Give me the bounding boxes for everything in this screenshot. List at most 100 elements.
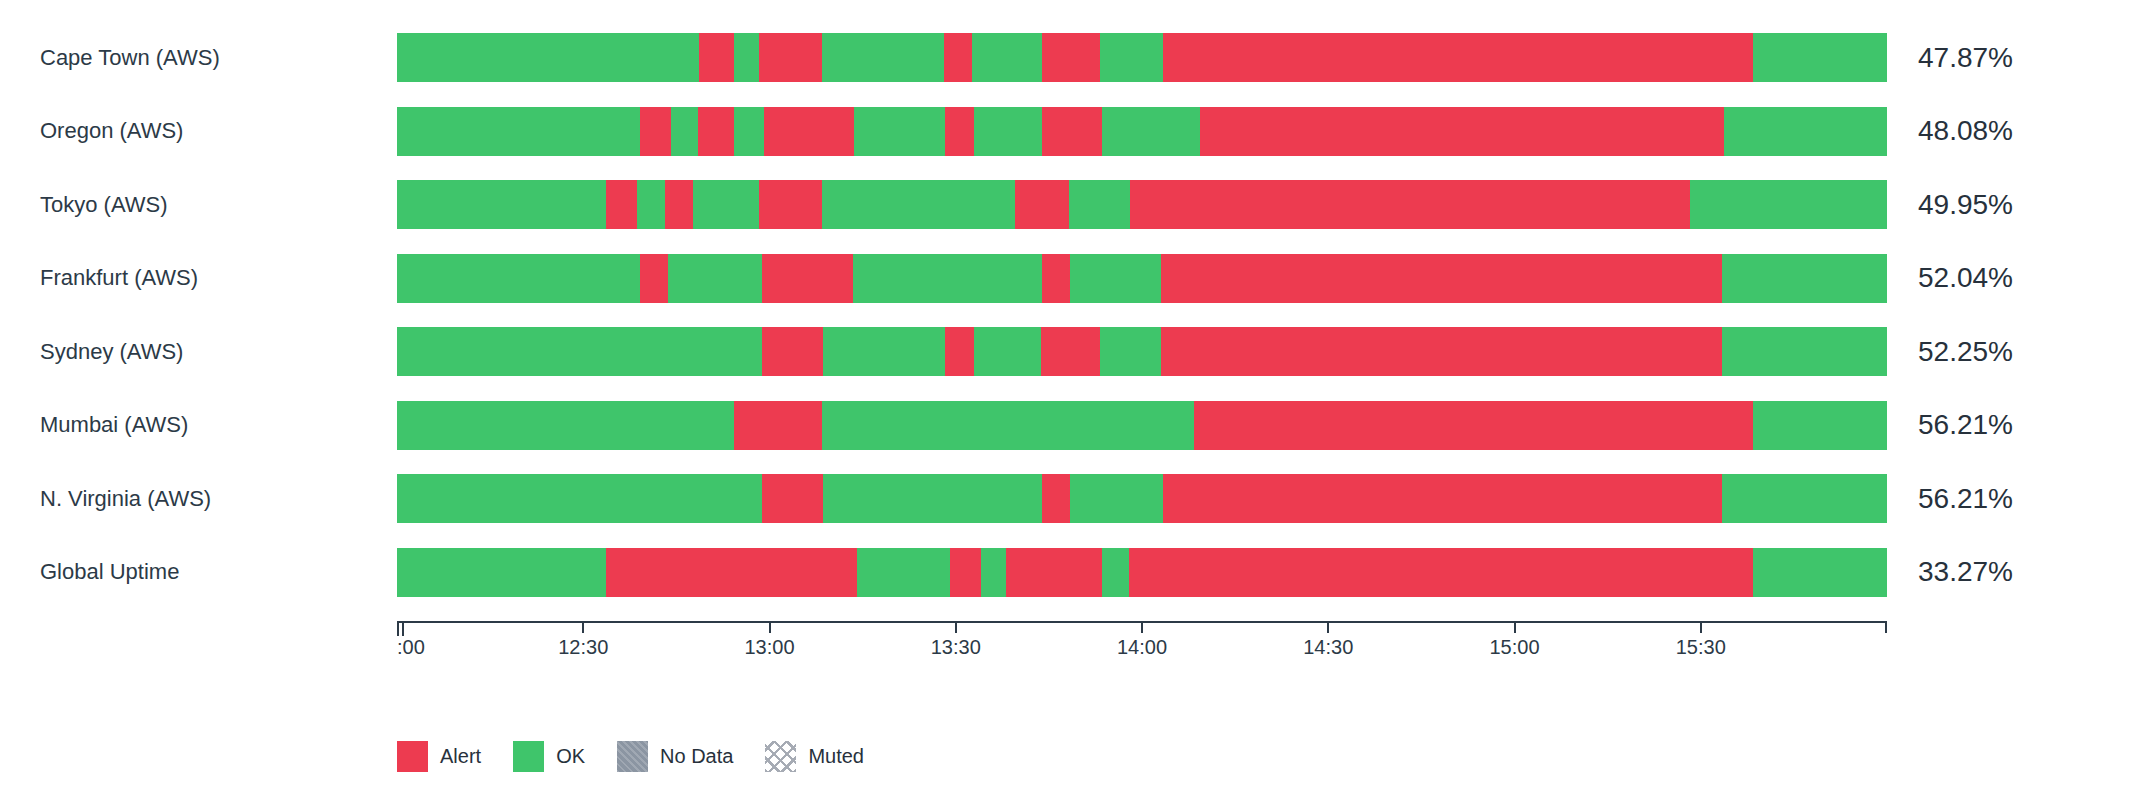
bar-segment-ok[interactable] bbox=[853, 254, 1042, 303]
bar-segment-alert[interactable] bbox=[1042, 107, 1102, 156]
bar-segment-ok[interactable] bbox=[693, 180, 759, 229]
bar-segment-alert[interactable] bbox=[1161, 254, 1721, 303]
bar-segment-alert[interactable] bbox=[945, 327, 973, 376]
bar-segment-ok[interactable] bbox=[1753, 548, 1887, 597]
bar-segment-alert[interactable] bbox=[1041, 327, 1101, 376]
bar-segment-alert[interactable] bbox=[665, 180, 693, 229]
legend-item-ok[interactable]: OK bbox=[513, 741, 585, 772]
bar-segment-alert[interactable] bbox=[759, 33, 822, 82]
bar-segment-alert[interactable] bbox=[945, 107, 973, 156]
bar-segment-alert[interactable] bbox=[1161, 327, 1721, 376]
bar-segment-ok[interactable] bbox=[1722, 474, 1887, 523]
bar-segment-ok[interactable] bbox=[1102, 107, 1200, 156]
bar-segment-alert[interactable] bbox=[759, 180, 822, 229]
status-bar[interactable] bbox=[397, 180, 1887, 229]
status-bar[interactable] bbox=[397, 254, 1887, 303]
ok-swatch-icon bbox=[513, 741, 544, 772]
status-bar[interactable] bbox=[397, 401, 1887, 450]
bar-segment-ok[interactable] bbox=[1070, 254, 1161, 303]
bar-segment-alert[interactable] bbox=[1042, 33, 1100, 82]
bar-segment-ok[interactable] bbox=[397, 401, 734, 450]
bar-segment-ok[interactable] bbox=[734, 107, 764, 156]
bar-segment-alert[interactable] bbox=[950, 548, 981, 597]
status-bar[interactable] bbox=[397, 474, 1887, 523]
bar-segment-ok[interactable] bbox=[1722, 254, 1887, 303]
uptime-percentage: 49.95% bbox=[1887, 180, 2013, 229]
bar-segment-ok[interactable] bbox=[734, 33, 759, 82]
bar-segment-ok[interactable] bbox=[397, 180, 606, 229]
bar-segment-ok[interactable] bbox=[1100, 33, 1163, 82]
bar-segment-alert[interactable] bbox=[1200, 107, 1724, 156]
bar-segment-alert[interactable] bbox=[640, 107, 671, 156]
bar-segment-alert[interactable] bbox=[606, 180, 637, 229]
bar-segment-ok[interactable] bbox=[397, 33, 699, 82]
legend-item-alert[interactable]: Alert bbox=[397, 741, 481, 772]
bar-segment-alert[interactable] bbox=[734, 401, 822, 450]
row-label: Global Uptime bbox=[0, 548, 397, 597]
bar-segment-alert[interactable] bbox=[698, 107, 734, 156]
bar-segment-alert[interactable] bbox=[1042, 254, 1070, 303]
bar-segment-alert[interactable] bbox=[1194, 401, 1753, 450]
bar-segment-alert[interactable] bbox=[1042, 474, 1070, 523]
bar-segment-ok[interactable] bbox=[822, 401, 1195, 450]
bar-segment-ok[interactable] bbox=[823, 327, 945, 376]
bar-segment-alert[interactable] bbox=[1129, 548, 1753, 597]
bar-segment-ok[interactable] bbox=[854, 107, 945, 156]
table-row: Frankfurt (AWS)52.04% bbox=[0, 254, 2134, 303]
row-label: Oregon (AWS) bbox=[0, 107, 397, 156]
bar-segment-ok[interactable] bbox=[972, 33, 1042, 82]
bar-segment-ok[interactable] bbox=[1070, 474, 1162, 523]
bar-segment-ok[interactable] bbox=[974, 327, 1041, 376]
bar-segment-ok[interactable] bbox=[1753, 401, 1887, 450]
bar-segment-ok[interactable] bbox=[671, 107, 698, 156]
bar-segment-alert[interactable] bbox=[1015, 180, 1069, 229]
legend-label: OK bbox=[556, 745, 585, 768]
bar-segment-alert[interactable] bbox=[762, 327, 823, 376]
bar-segment-ok[interactable] bbox=[637, 180, 665, 229]
bar-segment-ok[interactable] bbox=[1102, 548, 1129, 597]
bar-segment-ok[interactable] bbox=[822, 180, 1016, 229]
bar-segment-ok[interactable] bbox=[823, 474, 1042, 523]
bar-segment-ok[interactable] bbox=[397, 254, 640, 303]
bar-segment-alert[interactable] bbox=[1006, 548, 1101, 597]
axis-tick bbox=[1700, 623, 1702, 633]
bar-segment-ok[interactable] bbox=[397, 107, 640, 156]
table-row: Cape Town (AWS)47.87% bbox=[0, 33, 2134, 82]
axis-tick bbox=[582, 623, 584, 633]
bar-segment-alert[interactable] bbox=[944, 33, 972, 82]
bar-segment-alert[interactable] bbox=[762, 254, 853, 303]
bar-segment-ok[interactable] bbox=[1100, 327, 1161, 376]
axis-tick-label: 13:30 bbox=[931, 636, 981, 659]
bar-segment-ok[interactable] bbox=[1069, 180, 1130, 229]
bar-segment-ok[interactable] bbox=[857, 548, 949, 597]
bar-segment-ok[interactable] bbox=[1690, 180, 1887, 229]
legend-item-no_data[interactable]: No Data bbox=[617, 741, 733, 772]
bar-segment-ok[interactable] bbox=[974, 107, 1043, 156]
bar-segment-alert[interactable] bbox=[640, 254, 668, 303]
status-bar[interactable] bbox=[397, 327, 1887, 376]
legend-item-muted[interactable]: Muted bbox=[765, 741, 864, 772]
bar-segment-alert[interactable] bbox=[1163, 474, 1722, 523]
bar-segment-alert[interactable] bbox=[606, 548, 858, 597]
bar-segment-alert[interactable] bbox=[1163, 33, 1753, 82]
bar-segment-ok[interactable] bbox=[1753, 33, 1887, 82]
status-bar[interactable] bbox=[397, 33, 1887, 82]
status-bar[interactable] bbox=[397, 107, 1887, 156]
bar-segment-ok[interactable] bbox=[822, 33, 944, 82]
bar-segment-alert[interactable] bbox=[764, 107, 855, 156]
axis-tick bbox=[955, 623, 957, 633]
bar-segment-ok[interactable] bbox=[981, 548, 1006, 597]
bar-segment-ok[interactable] bbox=[397, 548, 606, 597]
bar-segment-alert[interactable] bbox=[762, 474, 823, 523]
bar-segment-ok[interactable] bbox=[1722, 327, 1887, 376]
bar-segment-ok[interactable] bbox=[1724, 107, 1886, 156]
status-bar[interactable] bbox=[397, 548, 1887, 597]
row-label: Sydney (AWS) bbox=[0, 327, 397, 376]
bar-segment-ok[interactable] bbox=[668, 254, 762, 303]
bar-segment-alert[interactable] bbox=[699, 33, 733, 82]
table-row: Global Uptime33.27% bbox=[0, 548, 2134, 597]
axis-tick bbox=[397, 623, 399, 636]
bar-segment-ok[interactable] bbox=[397, 327, 762, 376]
bar-segment-alert[interactable] bbox=[1130, 180, 1690, 229]
bar-segment-ok[interactable] bbox=[397, 474, 762, 523]
